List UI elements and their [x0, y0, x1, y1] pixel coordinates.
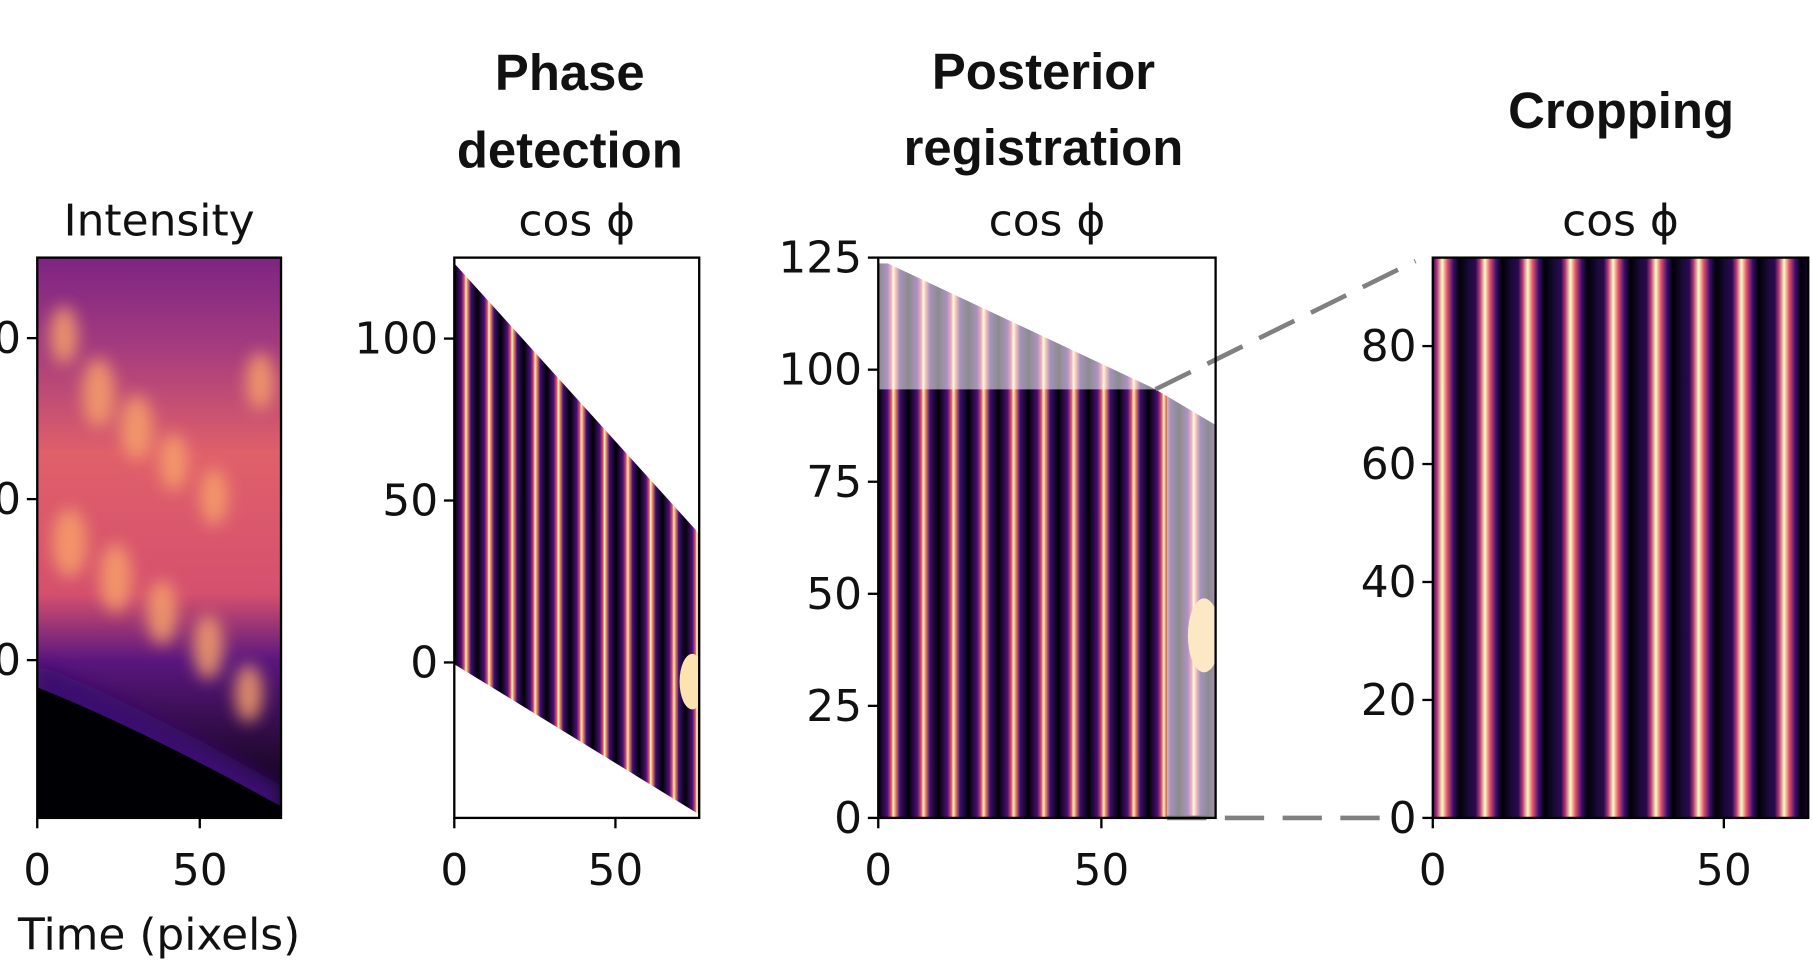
y-tick-label: 40 [1361, 557, 1417, 608]
x-tick-label: 50 [172, 845, 228, 896]
axes-title: cos ϕ [989, 196, 1106, 247]
y-tick-label: 60 [1361, 439, 1417, 490]
heatmap-images [37, 257, 1809, 821]
panel-heading: registration [904, 119, 1184, 176]
x-axis-label: Time (pixels) [17, 910, 300, 960]
panel-heading: Cropping [1508, 82, 1734, 139]
y-tick-label: 25 [806, 681, 862, 732]
x-tick-label: 0 [23, 845, 51, 896]
axes-title: cos ϕ [1562, 196, 1679, 247]
x-tick-label: 50 [1696, 845, 1752, 896]
axes-frame [877, 256, 1217, 820]
phase-image [454, 263, 700, 815]
intensity-image [37, 257, 282, 818]
y-tick-label: 75 [806, 457, 862, 508]
y-tick-label: 0 [1389, 793, 1417, 844]
axes-frame [1431, 256, 1810, 820]
x-tick-label: 0 [864, 845, 892, 896]
panel-heading: detection [457, 122, 683, 179]
axes-frame [453, 256, 701, 820]
y-tick-label: 125 [778, 233, 862, 284]
y-tick-label: 50 [806, 569, 862, 620]
y-tick-label: 100 [778, 345, 862, 396]
panel-heading: Phase [495, 44, 645, 101]
y-tick-label: 20 [1361, 675, 1417, 726]
y-tick-label: 80 [1361, 321, 1417, 372]
axes-title: cos ϕ [518, 196, 635, 247]
axes-frame [36, 256, 283, 820]
panel-heading: Posterior [932, 43, 1155, 100]
cropped-image [1432, 257, 1809, 818]
registered-image [878, 263, 1216, 818]
y-tick-label: 100 [354, 314, 438, 365]
y-tick-label: 100 [0, 313, 21, 364]
y-tick-label: 0 [834, 793, 862, 844]
x-tick-label: 0 [440, 845, 468, 896]
y-tick-label: 50 [0, 474, 21, 525]
y-tick-label: 0 [410, 637, 438, 688]
y-tick-label: 50 [382, 476, 438, 527]
zoom-line [1154, 259, 1417, 392]
y-tick-label: 0 [0, 635, 21, 686]
x-tick-label: 0 [1419, 845, 1447, 896]
x-tick-label: 50 [1073, 845, 1129, 896]
x-tick-label: 50 [588, 845, 644, 896]
axes-title: Intensity [64, 196, 255, 247]
